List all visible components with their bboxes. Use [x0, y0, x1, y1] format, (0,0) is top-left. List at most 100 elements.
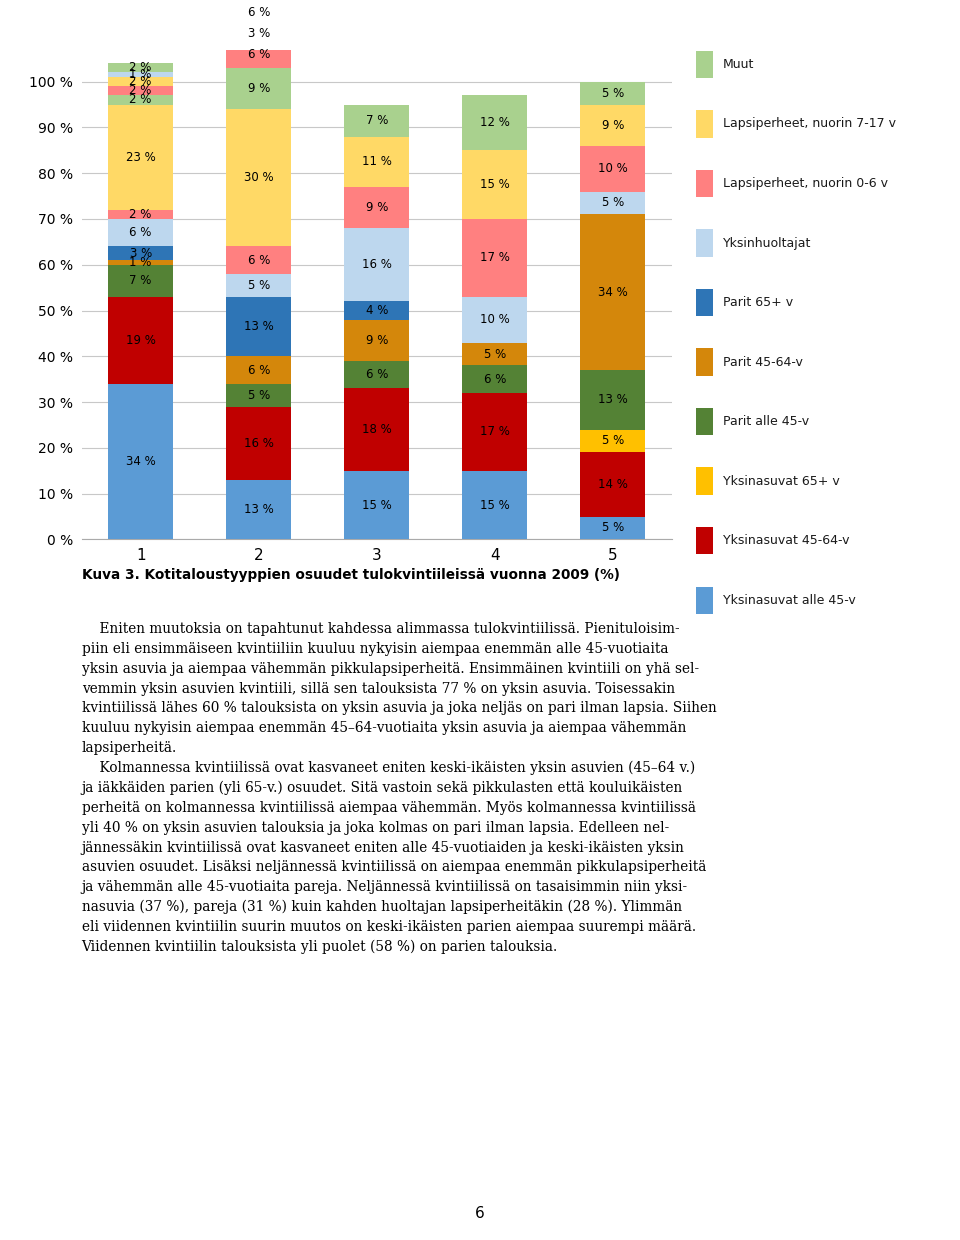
- Bar: [463, 366, 527, 393]
- Text: 6 %: 6 %: [366, 368, 388, 381]
- Bar: [227, 109, 291, 247]
- Bar: [345, 471, 409, 539]
- Text: 14 %: 14 %: [598, 477, 628, 491]
- Bar: [581, 215, 645, 370]
- Bar: [345, 228, 409, 301]
- Bar: [227, 0, 291, 27]
- Text: 6 %: 6 %: [248, 47, 270, 61]
- Bar: [581, 146, 645, 191]
- Bar: [581, 82, 645, 104]
- Text: 5 %: 5 %: [602, 87, 624, 99]
- Text: Lapsiperheet, nuorin 7-17 v: Lapsiperheet, nuorin 7-17 v: [723, 118, 896, 130]
- Text: 3 %: 3 %: [130, 247, 152, 260]
- Text: 2 %: 2 %: [130, 208, 152, 221]
- Text: 7 %: 7 %: [366, 114, 388, 126]
- Bar: [227, 383, 291, 407]
- Text: 6 %: 6 %: [484, 373, 506, 386]
- Text: 15 %: 15 %: [480, 179, 510, 191]
- Bar: [345, 388, 409, 471]
- Bar: [108, 296, 173, 383]
- Text: 15 %: 15 %: [480, 498, 510, 512]
- Bar: [227, 41, 291, 68]
- Text: 11 %: 11 %: [362, 155, 392, 169]
- Text: 17 %: 17 %: [480, 425, 510, 438]
- Bar: [463, 296, 527, 342]
- Text: 5 %: 5 %: [602, 434, 624, 448]
- Text: 1 %: 1 %: [130, 68, 152, 82]
- Bar: [108, 77, 173, 87]
- Bar: [227, 247, 291, 274]
- Text: 34 %: 34 %: [598, 285, 628, 299]
- Text: 10 %: 10 %: [480, 314, 510, 326]
- Text: 23 %: 23 %: [126, 151, 156, 164]
- Bar: [108, 95, 173, 104]
- Text: 16 %: 16 %: [362, 258, 392, 272]
- Text: 5 %: 5 %: [248, 388, 270, 402]
- Bar: [227, 296, 291, 356]
- Bar: [345, 361, 409, 388]
- Bar: [581, 370, 645, 429]
- Bar: [108, 265, 173, 296]
- Text: 2 %: 2 %: [130, 93, 152, 107]
- Text: 2 %: 2 %: [130, 76, 152, 88]
- Text: 30 %: 30 %: [244, 171, 274, 185]
- Bar: [108, 104, 173, 210]
- Bar: [463, 95, 527, 150]
- Text: 6: 6: [475, 1205, 485, 1220]
- Text: 2 %: 2 %: [130, 84, 152, 97]
- Text: 5 %: 5 %: [602, 522, 624, 534]
- Text: 19 %: 19 %: [126, 334, 156, 347]
- Text: 3 %: 3 %: [248, 27, 270, 40]
- Text: 6 %: 6 %: [248, 363, 270, 377]
- Text: 2 %: 2 %: [130, 62, 152, 74]
- Text: 6 %: 6 %: [248, 254, 270, 267]
- Bar: [227, 27, 291, 41]
- Text: Parit 65+ v: Parit 65+ v: [723, 296, 793, 309]
- Bar: [463, 471, 527, 539]
- Bar: [581, 517, 645, 539]
- Text: 4 %: 4 %: [366, 304, 388, 317]
- Bar: [345, 320, 409, 361]
- Text: 9 %: 9 %: [366, 201, 388, 215]
- Text: 13 %: 13 %: [598, 393, 628, 407]
- Text: Yksinasuvat 45-64-v: Yksinasuvat 45-64-v: [723, 534, 850, 547]
- Bar: [463, 393, 527, 471]
- Text: Yksinhuoltajat: Yksinhuoltajat: [723, 237, 811, 249]
- Text: 5 %: 5 %: [248, 279, 270, 291]
- Bar: [463, 150, 527, 219]
- Bar: [227, 480, 291, 539]
- Bar: [227, 356, 291, 383]
- Bar: [463, 219, 527, 296]
- Text: 6 %: 6 %: [130, 226, 152, 239]
- Text: 13 %: 13 %: [244, 503, 274, 516]
- Text: 16 %: 16 %: [244, 436, 274, 450]
- Text: Parit 45-64-v: Parit 45-64-v: [723, 356, 803, 368]
- Text: Yksinasuvat 65+ v: Yksinasuvat 65+ v: [723, 475, 840, 487]
- Bar: [345, 136, 409, 187]
- Bar: [581, 191, 645, 215]
- Text: 13 %: 13 %: [244, 320, 274, 334]
- Text: 18 %: 18 %: [362, 423, 392, 436]
- Bar: [581, 429, 645, 453]
- Bar: [108, 63, 173, 72]
- Bar: [108, 383, 173, 539]
- Bar: [463, 342, 527, 366]
- Text: 9 %: 9 %: [366, 334, 388, 347]
- Text: Yksinasuvat alle 45-v: Yksinasuvat alle 45-v: [723, 594, 855, 606]
- Text: Muut: Muut: [723, 58, 755, 71]
- Bar: [227, 274, 291, 296]
- Text: Eniten muutoksia on tapahtunut kahdessa alimmassa tulokvintiilissä. Pienituloisi: Eniten muutoksia on tapahtunut kahdessa …: [82, 622, 716, 955]
- Bar: [345, 187, 409, 228]
- Bar: [108, 247, 173, 260]
- Text: Kuva 3. Kotitaloustyyppien osuudet tulokvintiileissä vuonna 2009 (%): Kuva 3. Kotitaloustyyppien osuudet tulok…: [82, 568, 619, 582]
- Text: 9 %: 9 %: [602, 119, 624, 131]
- Text: 6 %: 6 %: [248, 6, 270, 20]
- Bar: [108, 260, 173, 265]
- Bar: [581, 104, 645, 146]
- Bar: [345, 104, 409, 136]
- Bar: [108, 219, 173, 247]
- Text: 34 %: 34 %: [126, 455, 156, 467]
- Bar: [227, 68, 291, 109]
- Text: 7 %: 7 %: [130, 274, 152, 288]
- Text: Lapsiperheet, nuorin 0-6 v: Lapsiperheet, nuorin 0-6 v: [723, 177, 888, 190]
